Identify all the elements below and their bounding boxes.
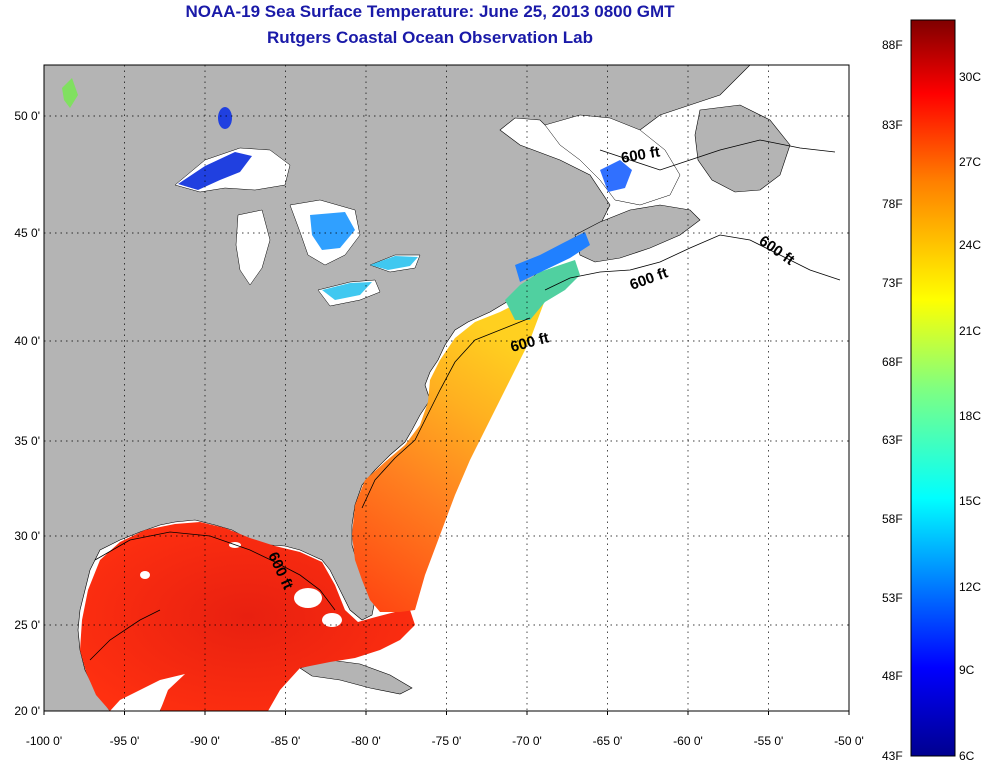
colorbar-c-label: 30C [959,70,981,84]
colorbar-c-label: 12C [959,580,981,594]
gulf-st-lawrence [544,114,681,206]
colorbar-f-label: 58F [882,512,903,526]
x-axis-ticks: -100 0' -95 0' -90 0' -85 0' -80 0' -75 0' -70… [26,711,864,748]
lake-nipigon-sst [218,107,232,129]
colorbar-f-label: 63F [882,433,903,447]
lake-superior-sst [178,152,252,190]
colorbar-c-label: 6C [959,749,975,763]
lake-erie-sst [370,256,418,270]
x-tick-label: -95 0' [110,734,140,748]
lake-winnipeg-sst [62,78,78,108]
x-tick-label: -75 0' [432,734,462,748]
colorbar-f-label: 88F [882,38,903,52]
colorbar-c-label: 9C [959,663,975,677]
colorbar-f-label: 43F [882,749,903,763]
land-cuba [299,659,413,695]
new-england-sst [505,260,580,320]
map-title: NOAA-19 Sea Surface Temperature: June 25… [185,2,675,21]
land-north-america [43,64,751,712]
gulf-of-maine-sst [515,232,590,282]
x-tick-label: -85 0' [271,734,301,748]
colorbar-f-label: 48F [882,669,903,683]
y-tick-label: 45 0' [14,226,40,240]
lake-ontario-sst [322,282,372,300]
land-nova-scotia [574,204,701,263]
y-tick-label: 25 0' [14,618,40,632]
y-tick-label: 50 0' [14,109,40,123]
colorbar-celsius-labels: 30C 27C 24C 21C 18C 15C 12C 9C 6C [959,70,981,763]
colorbar-c-label: 21C [959,324,981,338]
colorbar-f-label: 83F [882,118,903,132]
graticule [44,65,849,711]
x-tick-label: -60 0' [673,734,703,748]
map-subtitle: Rutgers Coastal Ocean Observation Lab [267,28,593,47]
colorbar-f-label: 78F [882,197,903,211]
atlantic-sst-swath [352,290,545,612]
x-tick-label: -100 0' [26,734,62,748]
contour-label-1: 600 ft [620,143,662,167]
colorbar-f-label: 53F [882,591,903,605]
colorbar-fahrenheit-labels: 88F 83F 78F 73F 68F 63F 58F 53F 48F 43F [882,38,903,763]
colorbar-c-label: 18C [959,409,981,423]
colorbar [910,19,956,757]
x-tick-label: -70 0' [512,734,542,748]
colorbar-c-label: 27C [959,155,981,169]
colorbar-f-label: 68F [882,355,903,369]
colorbar-c-label: 15C [959,494,981,508]
land-newfoundland [694,104,791,193]
y-axis-ticks: 50 0' 45 0' 40 0' 35 0' 30 0' 25 0' 20 0' [14,109,40,718]
x-tick-label: -65 0' [593,734,623,748]
colorbar-f-label: 73F [882,276,903,290]
lake-michigan-sst [310,212,355,250]
isobath-600ft [89,139,841,661]
x-tick-label: -55 0' [754,734,784,748]
x-tick-label: -80 0' [351,734,381,748]
colorbar-c-label: 24C [959,238,981,252]
y-tick-label: 35 0' [14,434,40,448]
y-tick-label: 30 0' [14,529,40,543]
y-tick-label: 40 0' [14,334,40,348]
y-tick-label: 20 0' [14,704,40,718]
gulf-st-lawrence-sst [600,160,632,192]
x-tick-label: -50 0' [834,734,864,748]
x-tick-label: -90 0' [190,734,220,748]
gulf-of-mexico-sst [80,522,415,711]
